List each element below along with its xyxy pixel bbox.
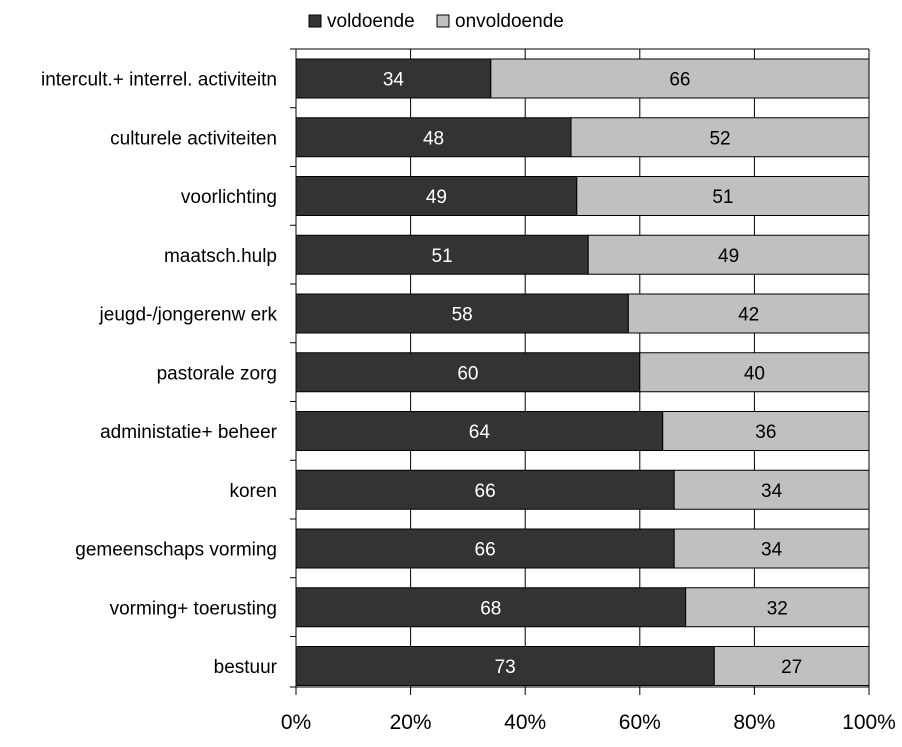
- data-label: 49: [426, 187, 447, 208]
- bar-onvoldoende: [673, 469, 870, 510]
- category-labels: intercult.+ interrel. activiteitn culture…: [41, 70, 278, 679]
- bar-voldoende: [295, 528, 675, 569]
- bar-voldoende: [295, 352, 641, 393]
- data-label: 27: [781, 657, 802, 678]
- category-label: intercult.+ interrel. activiteitn: [41, 70, 277, 91]
- data-label: 40: [744, 363, 765, 384]
- category-label: jeugd-/jongerenw erk: [99, 305, 278, 326]
- bar-onvoldoende: [490, 58, 870, 99]
- data-label: 52: [709, 128, 730, 149]
- data-label: 51: [712, 187, 733, 208]
- bar-voldoende: [295, 411, 664, 451]
- data-label: 68: [480, 598, 501, 619]
- data-label: 58: [452, 305, 473, 326]
- x-tick-label: 60%: [619, 711, 661, 734]
- x-tick-label: 80%: [733, 711, 775, 734]
- x-tick-label: 20%: [390, 711, 432, 734]
- bar-onvoldoende: [627, 293, 870, 334]
- legend-swatch: [436, 14, 450, 28]
- data-label: 49: [718, 246, 739, 267]
- bar-onvoldoende: [587, 234, 870, 275]
- data-label: 36: [755, 422, 776, 443]
- category-label: vorming+ toerusting: [110, 598, 277, 619]
- x-tick-label: 100%: [842, 711, 896, 734]
- bar-onvoldoende: [713, 646, 870, 686]
- data-label: 34: [761, 540, 783, 561]
- bars: 34 66 48 52 49 51 51 49 58 42 60 40 64 36 66 34 66 34 68 32…: [295, 58, 870, 686]
- category-label: voorlichting: [181, 187, 277, 208]
- data-label: 42: [738, 305, 759, 326]
- legend-swatch: [308, 14, 322, 28]
- data-label: 60: [457, 363, 478, 384]
- category-label: gemeenschaps vorming: [75, 540, 277, 561]
- legend-label: onvoldoende: [455, 11, 564, 32]
- legend-label: voldoende: [327, 11, 415, 32]
- data-label: 64: [469, 422, 491, 443]
- data-label: 48: [423, 128, 444, 149]
- data-label: 51: [432, 246, 453, 267]
- bar-onvoldoende: [570, 117, 870, 158]
- data-label: 66: [475, 481, 496, 502]
- category-label: bestuur: [214, 657, 278, 678]
- x-tick-label: 40%: [504, 711, 546, 734]
- data-label: 34: [383, 70, 405, 91]
- bar-voldoende: [295, 176, 578, 216]
- bar-onvoldoende: [662, 411, 870, 451]
- category-label: administatie+ beheer: [100, 422, 278, 443]
- bar-onvoldoende: [576, 176, 870, 216]
- category-label: culturele activiteiten: [110, 128, 277, 149]
- bar-onvoldoende: [639, 352, 870, 393]
- bar-voldoende: [295, 587, 687, 628]
- legend: voldoende onvoldoende: [308, 11, 564, 32]
- x-axis: 0% 20% 40% 60% 80% 100%: [281, 48, 896, 734]
- bar-voldoende: [295, 117, 572, 158]
- bar-onvoldoende: [685, 587, 870, 628]
- data-label: 34: [761, 481, 783, 502]
- bar-voldoende: [295, 469, 675, 510]
- category-label: maatsch.hulp: [164, 246, 277, 267]
- bar-onvoldoende: [673, 528, 870, 569]
- data-label: 32: [767, 598, 788, 619]
- x-tick-label: 0%: [281, 711, 311, 734]
- category-label: koren: [229, 481, 277, 502]
- data-label: 66: [475, 540, 496, 561]
- bar-voldoende: [295, 646, 715, 686]
- data-label: 66: [669, 70, 690, 91]
- data-label: 73: [495, 657, 516, 678]
- category-label: pastorale zorg: [157, 363, 277, 384]
